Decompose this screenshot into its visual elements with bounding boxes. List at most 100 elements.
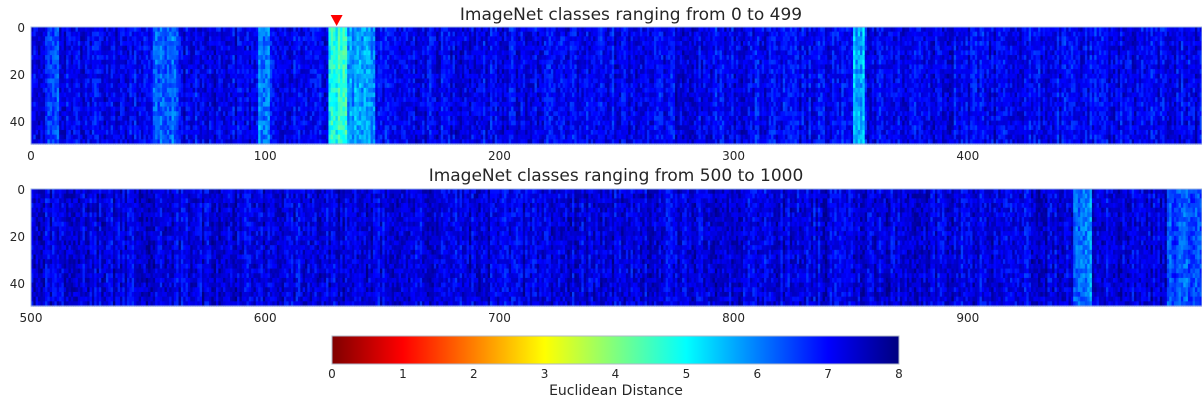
heatmap-cell bbox=[300, 50, 304, 56]
heatmap-cell bbox=[262, 69, 266, 75]
heatmap-cell bbox=[187, 87, 191, 94]
heatmap-cell bbox=[173, 125, 177, 131]
heatmap-cell bbox=[176, 55, 180, 61]
heatmap-cell bbox=[269, 73, 273, 80]
heatmap-cell bbox=[225, 106, 229, 112]
heatmap-cell bbox=[159, 87, 163, 94]
heatmap-cell bbox=[49, 139, 53, 145]
heatmap-cell bbox=[138, 115, 142, 122]
heatmap-cell bbox=[176, 125, 180, 131]
heatmap-cell bbox=[272, 134, 276, 140]
heatmap-cell bbox=[309, 97, 313, 103]
heatmap-cell bbox=[216, 139, 219, 145]
heatmap-cell bbox=[164, 78, 168, 84]
heatmap-cell bbox=[211, 129, 215, 136]
heatmap-cell bbox=[337, 41, 341, 47]
heatmap-cell bbox=[290, 78, 294, 84]
heatmap-cell bbox=[108, 64, 112, 70]
heatmap-cell bbox=[117, 55, 121, 61]
heatmap-cell bbox=[260, 87, 264, 94]
heatmap-cell bbox=[152, 139, 156, 145]
heatmap-cell bbox=[279, 73, 283, 80]
heatmap-cell bbox=[262, 125, 266, 131]
heatmap-cell bbox=[216, 41, 219, 47]
heatmap-cell bbox=[223, 36, 226, 42]
heatmap-cell bbox=[326, 55, 330, 61]
heatmap-cell bbox=[248, 101, 252, 108]
heatmap-cell bbox=[194, 115, 198, 122]
heatmap-cell bbox=[38, 78, 41, 84]
heatmap-cell bbox=[309, 50, 313, 56]
heatmap-cell bbox=[68, 101, 72, 108]
heatmap-cell bbox=[138, 78, 142, 84]
heatmap-cell bbox=[173, 120, 177, 126]
heatmap-cell bbox=[94, 45, 98, 51]
heatmap-cell bbox=[201, 125, 205, 131]
heatmap-cell bbox=[84, 31, 88, 37]
heatmap-cell bbox=[45, 78, 48, 84]
heatmap-cell bbox=[192, 125, 196, 131]
heatmap-cell bbox=[63, 59, 67, 66]
heatmap-cell bbox=[38, 115, 41, 122]
heatmap-cell bbox=[208, 31, 212, 37]
heatmap-cell bbox=[241, 41, 245, 47]
heatmap-cell bbox=[232, 120, 236, 126]
heatmap-cell bbox=[206, 129, 210, 136]
heatmap-cell bbox=[40, 73, 44, 80]
heatmap-cell bbox=[265, 97, 269, 103]
heatmap-cell bbox=[187, 111, 191, 117]
heatmap-cell bbox=[159, 134, 163, 140]
heatmap-cell bbox=[169, 83, 173, 89]
heatmap-cell bbox=[213, 87, 217, 94]
heatmap-cell bbox=[255, 111, 259, 117]
heatmap-cell bbox=[281, 36, 285, 42]
heatmap-cell bbox=[115, 129, 119, 136]
heatmap-cell bbox=[253, 97, 257, 103]
heatmap-cell bbox=[253, 111, 257, 117]
heatmap-cell bbox=[307, 64, 311, 70]
heatmap-cell bbox=[164, 125, 168, 131]
heatmap-cell bbox=[73, 125, 77, 131]
heatmap-cell bbox=[347, 101, 351, 108]
heatmap-cell bbox=[307, 87, 311, 94]
heatmap-cell bbox=[286, 73, 290, 80]
heatmap-cell bbox=[47, 50, 51, 56]
heatmap-cell bbox=[190, 120, 194, 126]
heatmap-cell bbox=[218, 97, 222, 103]
heatmap-cell bbox=[286, 41, 290, 47]
heatmap-cell bbox=[38, 45, 41, 51]
heatmap-cell bbox=[319, 36, 323, 42]
heatmap-cell bbox=[33, 73, 37, 80]
heatmap-cell bbox=[143, 83, 147, 89]
heatmap-cell bbox=[197, 31, 201, 37]
heatmap-cell bbox=[143, 27, 147, 33]
heatmap-cell bbox=[152, 87, 156, 94]
heatmap-cell bbox=[49, 125, 53, 131]
heatmap-cell bbox=[45, 115, 48, 122]
heatmap-cell bbox=[89, 64, 93, 70]
heatmap-cell bbox=[297, 125, 301, 131]
heatmap-cell bbox=[248, 139, 252, 145]
heatmap-cell bbox=[73, 120, 77, 126]
heatmap-cell bbox=[206, 120, 210, 126]
heatmap-cell bbox=[185, 55, 189, 61]
heatmap-cell bbox=[134, 45, 137, 51]
heatmap-cell bbox=[38, 120, 41, 126]
heatmap-cell bbox=[35, 64, 39, 70]
heatmap-cell bbox=[281, 106, 285, 112]
heatmap-cell bbox=[115, 139, 119, 145]
heatmap-cell bbox=[185, 78, 189, 84]
heatmap-cell bbox=[283, 120, 287, 126]
heatmap-cell bbox=[347, 45, 351, 51]
heatmap-cell bbox=[342, 129, 346, 136]
heatmap-cell bbox=[110, 115, 114, 122]
heatmap-cell bbox=[138, 31, 142, 37]
heatmap-cell bbox=[56, 129, 60, 136]
heatmap-cell bbox=[185, 73, 189, 80]
heatmap-cell bbox=[258, 101, 262, 108]
heatmap-cell bbox=[194, 139, 198, 145]
heatmap-cell bbox=[143, 111, 147, 117]
heatmap-cell bbox=[70, 55, 74, 61]
heatmap-cell bbox=[218, 111, 222, 117]
heatmap-cell bbox=[49, 87, 53, 94]
